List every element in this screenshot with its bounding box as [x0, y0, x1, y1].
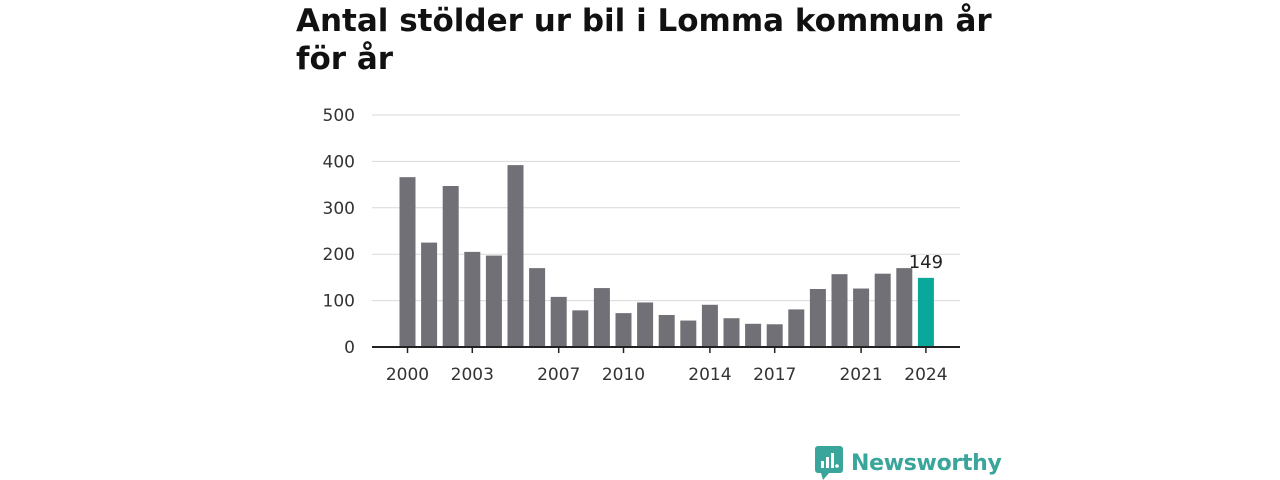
x-tick-label: 2007	[537, 365, 580, 385]
bar-2023	[896, 268, 913, 347]
y-axis-ticks: 0 100 200 300 400 500	[323, 106, 355, 358]
x-tick-label: 2000	[386, 365, 429, 385]
bar-2017	[766, 324, 783, 347]
bar-2006	[529, 268, 546, 347]
bar-2016	[745, 323, 762, 347]
x-tick-label: 2024	[904, 365, 947, 385]
bar-2008	[572, 310, 589, 347]
x-tick-label: 2014	[688, 365, 731, 385]
y-tick-label: 0	[344, 338, 355, 358]
bar-2014	[701, 304, 718, 347]
bar-2005	[507, 165, 524, 347]
bar-2012	[658, 314, 675, 347]
bar-2022	[874, 273, 891, 347]
newsworthy-logo-text: Newsworthy	[851, 450, 1002, 476]
bar-2002	[442, 185, 459, 347]
bar-chart: 0 100 200 300 400 500 2000 2003 2007 2010 2014 201…	[323, 106, 960, 385]
bars	[399, 165, 934, 347]
y-tick-label: 300	[323, 199, 355, 219]
bar-2018	[788, 309, 805, 347]
bar-2020	[831, 274, 848, 347]
bar-2015	[723, 318, 740, 347]
x-tick-label: 2010	[602, 365, 645, 385]
bar-2011	[637, 302, 654, 347]
x-tick-label: 2017	[753, 365, 796, 385]
x-tick-label: 2003	[451, 365, 494, 385]
bar-2021	[853, 288, 870, 347]
bar-2010	[615, 313, 632, 347]
y-tick-label: 100	[323, 292, 355, 312]
bar-2007	[550, 296, 567, 347]
gridlines	[372, 114, 960, 302]
bar-2024	[917, 277, 934, 347]
newsworthy-logo-icon	[815, 446, 843, 480]
bar-2004	[485, 255, 502, 347]
bar-2009	[593, 288, 610, 347]
bar-2003	[464, 251, 481, 347]
bar-2013	[680, 320, 697, 347]
y-tick-label: 200	[323, 245, 355, 265]
y-tick-label: 500	[323, 106, 355, 126]
y-tick-label: 400	[323, 152, 355, 172]
bar-2000	[399, 177, 416, 347]
bar-2001	[421, 242, 438, 347]
bar-2019	[809, 289, 826, 347]
data-labels: 149	[909, 252, 943, 273]
newsworthy-logo: Newsworthy	[815, 446, 1002, 480]
data-label-2024: 149	[909, 252, 943, 273]
x-tick-label: 2021	[839, 365, 882, 385]
chart-title: Antal stölder ur bil i Lomma kommun år f…	[296, 3, 992, 77]
x-axis-ticks: 2000 2003 2007 2010 2014 2017 2021 2024	[386, 347, 948, 385]
